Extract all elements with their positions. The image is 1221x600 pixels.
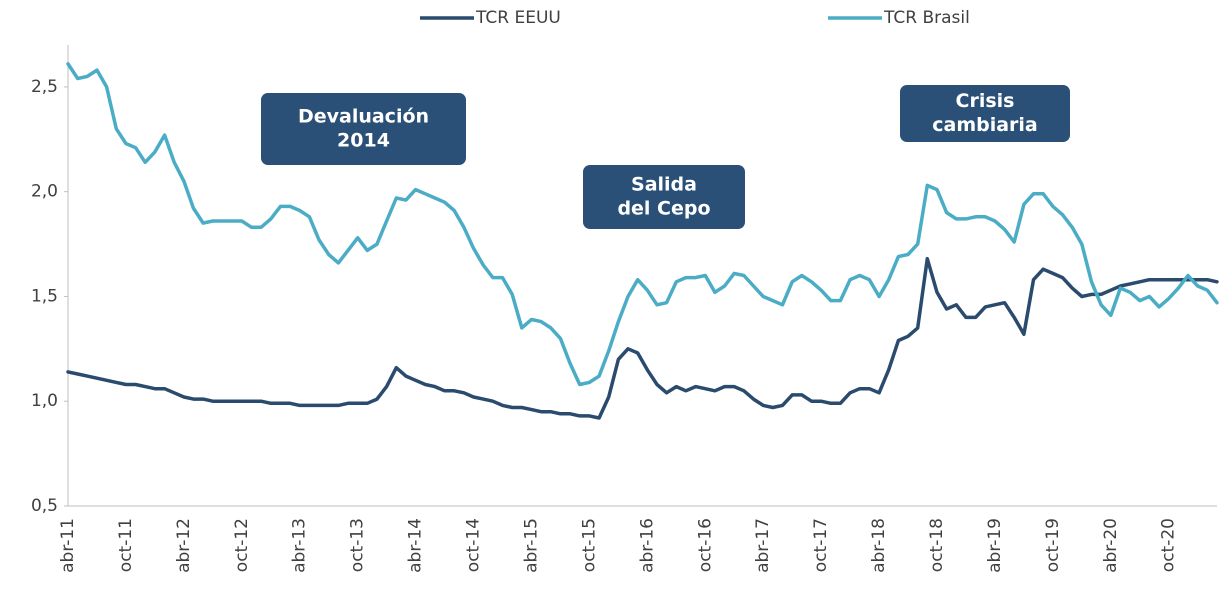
annotation-box	[583, 165, 745, 229]
x-tick-label: abr-16	[637, 518, 657, 573]
x-tick-label: oct-11	[116, 518, 136, 572]
legend-label: TCR EEUU	[475, 8, 561, 28]
x-tick-label: oct-15	[579, 518, 599, 572]
x-tick-label: abr-15	[521, 518, 541, 573]
x-tick-label: abr-12	[174, 518, 194, 573]
x-tick-label: oct-16	[695, 518, 715, 572]
annotation-text: del Cepo	[617, 198, 710, 220]
y-tick-label: 0,5	[31, 496, 58, 516]
annotation-box	[261, 93, 466, 165]
x-tick-label: abr-14	[406, 518, 426, 573]
x-tick-label: abr-18	[869, 518, 889, 573]
x-tick-label: abr-13	[290, 518, 310, 573]
annotation-text: cambiaria	[932, 114, 1038, 136]
x-tick-label: oct-14	[464, 518, 484, 572]
x-tick-label: oct-17	[811, 518, 831, 572]
y-tick-label: 1,0	[31, 391, 58, 411]
legend-label: TCR Brasil	[883, 8, 970, 28]
annotation-box	[900, 85, 1070, 142]
y-tick-label: 2,0	[31, 182, 58, 202]
x-tick-label: oct-18	[927, 518, 947, 572]
x-tick-label: abr-19	[985, 518, 1005, 573]
annotation-text: Devaluación	[298, 106, 429, 128]
x-tick-label: abr-11	[58, 518, 78, 573]
y-tick-label: 1,5	[31, 286, 58, 306]
annotation-text: Salida	[631, 174, 697, 196]
x-tick-label: abr-20	[1101, 518, 1121, 573]
x-tick-label: oct-20	[1159, 518, 1179, 572]
annotation-text: 2014	[337, 130, 390, 152]
x-tick-label: abr-17	[753, 518, 773, 573]
series-line	[66, 256, 1219, 420]
series-line	[66, 62, 1219, 387]
x-tick-label: oct-12	[232, 518, 252, 572]
x-tick-label: oct-19	[1043, 518, 1063, 572]
y-tick-label: 2,5	[31, 77, 58, 97]
annotation-text: Crisis	[956, 90, 1015, 112]
x-tick-label: oct-13	[348, 518, 368, 572]
